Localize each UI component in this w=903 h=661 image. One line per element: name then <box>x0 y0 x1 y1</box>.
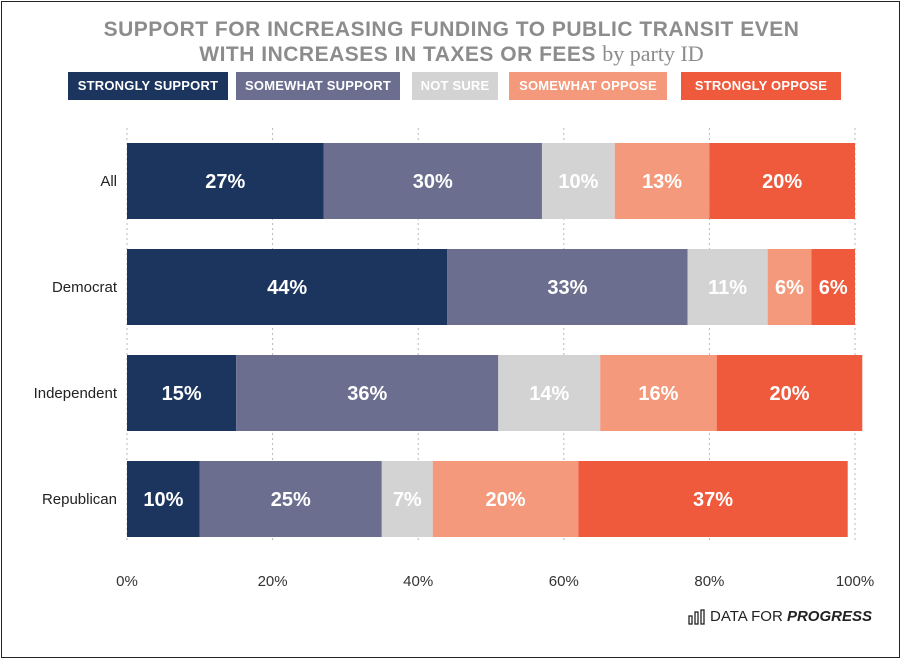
title-line-1: SUPPORT FOR INCREASING FUNDING TO PUBLIC… <box>103 18 800 41</box>
data-label: 20% <box>486 489 526 511</box>
legend-item-somewhat-oppose: SOMEWHAT OPPOSE <box>509 72 667 100</box>
bar-segment <box>127 143 324 219</box>
bar-segment <box>578 461 848 537</box>
bar-segment <box>323 143 542 219</box>
bar-segment <box>541 143 615 219</box>
bar-segment <box>127 461 200 537</box>
category-label: All <box>100 173 117 190</box>
data-label: 11% <box>708 277 747 299</box>
x-tick-label: 100% <box>836 573 874 590</box>
data-label: 13% <box>642 171 682 193</box>
x-tick-label: 20% <box>258 573 288 590</box>
title-line-2-main: WITH INCREASES IN TAXES OR FEES <box>199 43 596 66</box>
bar-segment <box>447 249 688 325</box>
bar-segment <box>432 461 579 537</box>
chart-title: SUPPORT FOR INCREASING FUNDING TO PUBLIC… <box>0 18 903 67</box>
legend-item-somewhat-support: SOMEWHAT SUPPORT <box>236 72 400 100</box>
data-label: 7% <box>393 489 422 511</box>
data-label: 20% <box>769 383 809 405</box>
legend-item-strongly-support: STRONGLY SUPPORT <box>68 72 228 100</box>
data-label: 33% <box>547 277 587 299</box>
bar-segment <box>709 143 855 219</box>
bar-chart-icon <box>688 609 705 625</box>
bar-segment <box>127 249 448 325</box>
legend-item-not-sure: NOT SURE <box>412 72 498 100</box>
data-label: 25% <box>271 489 311 511</box>
data-label: 16% <box>638 383 678 405</box>
data-label: 36% <box>347 383 387 405</box>
category-label: Republican <box>42 491 117 508</box>
data-label: 37% <box>693 489 733 511</box>
bar-segment <box>716 355 863 431</box>
bar-segment <box>687 249 768 325</box>
bar-segment <box>236 355 499 431</box>
data-label: 30% <box>413 171 453 193</box>
bar-segment <box>767 249 812 325</box>
bar-segment <box>600 355 717 431</box>
category-label: Democrat <box>52 279 118 296</box>
data-label: 10% <box>558 171 598 193</box>
x-tick-label: 60% <box>549 573 579 590</box>
legend: STRONGLY SUPPORT SOMEWHAT SUPPORT NOT SURE… <box>0 72 903 100</box>
title-suffix: by party ID <box>602 41 704 66</box>
x-tick-label: 0% <box>116 573 138 590</box>
data-for-progress-logo: DATA FOR PROGRESS <box>688 606 872 628</box>
data-label: 44% <box>267 277 307 299</box>
data-label: 6% <box>775 277 804 299</box>
bar-segment <box>199 461 382 537</box>
data-label: 15% <box>162 383 202 405</box>
bar-segment <box>498 355 601 431</box>
data-label: 6% <box>819 277 848 299</box>
data-label: 27% <box>205 171 245 193</box>
data-label: 10% <box>143 489 183 511</box>
logo-prefix: DATA FOR <box>710 608 787 625</box>
bar-segment <box>811 249 855 325</box>
bar-segment <box>127 355 237 431</box>
bar-segment <box>381 461 433 537</box>
data-label: 14% <box>529 383 569 405</box>
bar-segment <box>614 143 710 219</box>
legend-item-strongly-oppose: STRONGLY OPPOSE <box>681 72 841 100</box>
x-tick-label: 80% <box>694 573 724 590</box>
logo-strong: PROGRESS <box>786 608 872 625</box>
data-label: 20% <box>762 171 802 193</box>
x-tick-label: 40% <box>403 573 433 590</box>
category-label: Independent <box>34 385 118 402</box>
title-line-2: WITH INCREASES IN TAXES OR FEES by party… <box>0 42 903 67</box>
